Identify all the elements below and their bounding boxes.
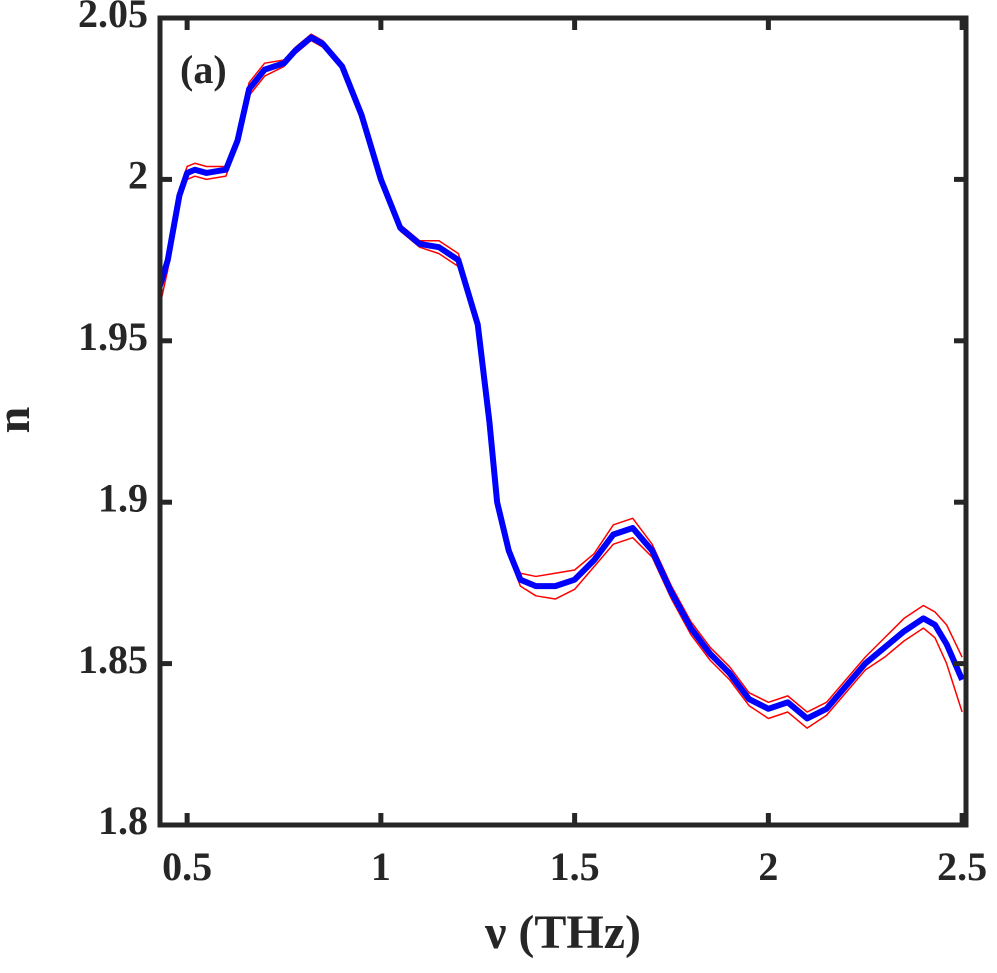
data-line (160, 39, 963, 729)
y-tick-label: 1.85 (78, 637, 148, 682)
x-tick-label: 2 (758, 844, 778, 889)
y-tick-label: 1.9 (98, 475, 148, 520)
x-tick-label: 2.5 (937, 844, 987, 889)
x-tick-label: 1.5 (550, 844, 600, 889)
y-tick-label: 1.95 (78, 314, 148, 359)
data-line (160, 34, 965, 722)
y-tick-label: 2.05 (78, 0, 148, 36)
axes-frame (157, 15, 969, 828)
x-tick-label: 1 (371, 844, 391, 889)
y-tick-label: 1.8 (98, 798, 148, 843)
x-tick-label: 0.5 (162, 844, 212, 889)
x-axis-label: ν (THz) (484, 906, 641, 959)
y-tick-label: 2 (128, 153, 148, 198)
y-axis-label: n (0, 407, 40, 434)
plot-lines (160, 33, 965, 729)
annotation: (a) (180, 47, 227, 92)
data-line (160, 33, 963, 713)
